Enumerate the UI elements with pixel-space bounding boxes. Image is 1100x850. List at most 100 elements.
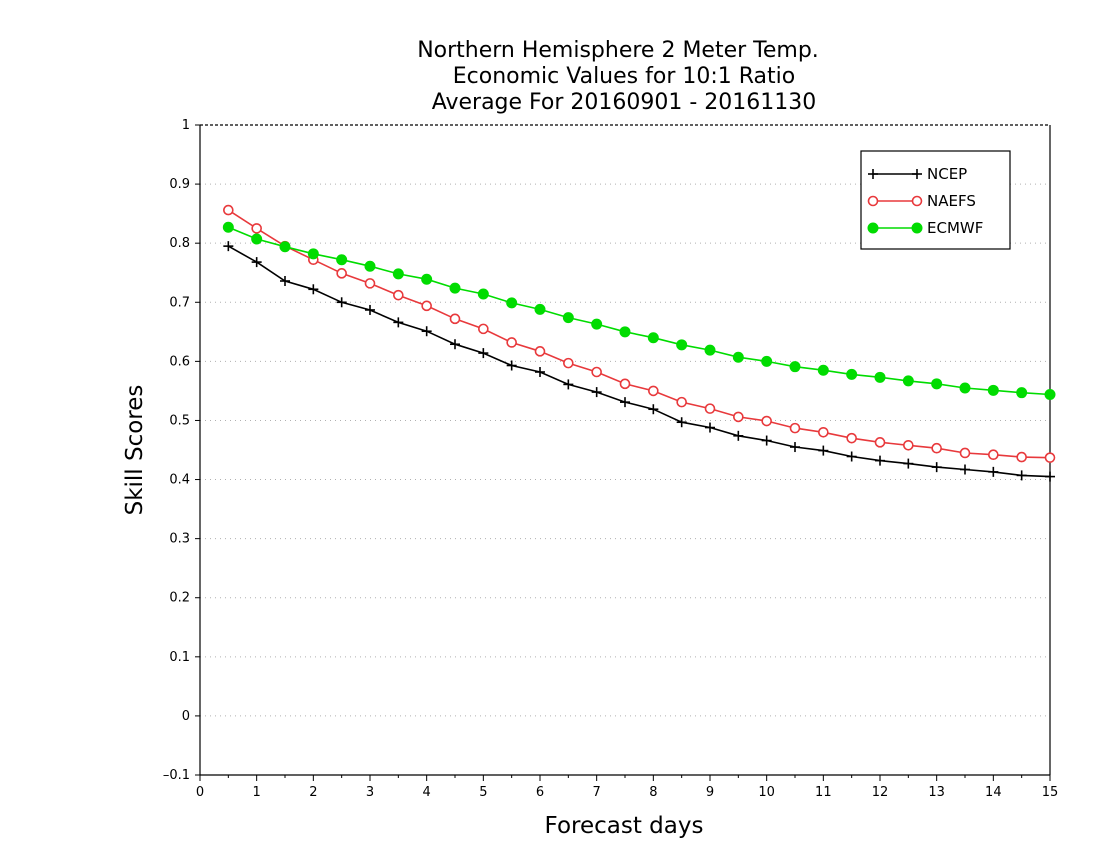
series-ecmwf	[222, 221, 1056, 400]
x-tick-label: 7	[593, 785, 601, 800]
data-point-ncep	[591, 387, 602, 398]
data-point-ncep	[705, 422, 715, 433]
data-point-ecmwf	[251, 233, 263, 245]
data-point-ncep	[506, 360, 517, 371]
data-point-naefs	[364, 278, 376, 289]
x-tick-label: 11	[815, 785, 832, 800]
legend: NCEP NAEFS ECMWF	[860, 150, 1011, 250]
data-point-ncep	[421, 326, 432, 337]
data-point-naefs	[988, 449, 999, 461]
y-axis-label: Skill Scores	[122, 385, 148, 516]
y-tick-label: 0	[182, 709, 190, 724]
data-point-ecmwf	[732, 351, 744, 363]
y-tick-label: 0.2	[169, 591, 190, 606]
series-line-ncep	[227, 245, 1051, 478]
legend-label-ecmwf: ECMWF	[927, 219, 983, 237]
chart-title: Northern Hemisphere 2 Meter Temp. Econom…	[417, 38, 819, 115]
data-point-ecmwf	[222, 221, 234, 233]
data-point-ecmwf	[506, 297, 518, 309]
data-point-naefs	[478, 323, 489, 335]
y-tick-label: 0.3	[169, 532, 190, 547]
data-point-ecmwf	[562, 312, 574, 324]
y-tick-label: 0.7	[169, 295, 190, 310]
data-point-ncep	[563, 379, 574, 390]
legend-box	[860, 150, 1011, 250]
data-point-ncep	[280, 276, 290, 286]
data-point-naefs	[223, 204, 234, 216]
data-point-ecmwf	[449, 282, 461, 294]
legend-marker-ecmwf	[911, 222, 923, 234]
y-tick-label: 0.8	[169, 236, 190, 251]
data-point-ncep	[336, 297, 347, 308]
data-point-naefs	[648, 385, 659, 397]
data-point-ncep	[960, 464, 970, 475]
data-point-naefs	[1044, 452, 1056, 463]
x-tick-label: 4	[423, 785, 431, 800]
legend-label-naefs: NAEFS	[927, 192, 976, 210]
data-point-naefs	[931, 442, 942, 454]
legend-marker-ecmwf	[867, 222, 879, 234]
legend-marker-ncep	[912, 169, 922, 179]
y-tick-label: 1	[182, 118, 190, 133]
data-point-ecmwf	[846, 368, 858, 380]
data-point-naefs	[449, 313, 461, 325]
data-point-naefs	[336, 268, 347, 279]
data-point-ecmwf	[959, 382, 971, 394]
data-point-ecmwf	[931, 378, 943, 390]
data-point-ecmwf	[1016, 387, 1028, 399]
data-point-ncep	[251, 257, 262, 268]
y-tick-label: –0.1	[163, 768, 190, 783]
data-point-ecmwf	[874, 371, 886, 383]
legend-item-naefs: NAEFS	[867, 192, 976, 210]
data-point-naefs	[846, 432, 857, 444]
x-tick-label: 14	[985, 785, 1002, 800]
x-tick-label: 15	[1042, 785, 1059, 800]
legend-marker-naefs	[867, 195, 879, 207]
data-point-naefs	[619, 378, 631, 390]
series-line-ecmwf	[227, 226, 1051, 396]
data-point-ncep	[790, 442, 800, 453]
legend-item-ncep: NCEP	[868, 165, 967, 183]
data-point-ecmwf	[647, 332, 659, 344]
y-tick-label: 0.9	[169, 177, 190, 192]
legend-marker-ncep	[868, 169, 878, 179]
x-tick-label: 6	[536, 785, 544, 800]
y-tick-label: 0.6	[169, 354, 190, 369]
data-point-ecmwf	[987, 384, 999, 396]
data-point-naefs	[789, 422, 801, 434]
data-point-ncep	[875, 455, 885, 466]
x-tick-label: 1	[253, 785, 261, 800]
data-point-ecmwf	[902, 375, 914, 387]
x-tick-label: 2	[309, 785, 317, 800]
data-point-naefs	[761, 415, 772, 427]
data-point-naefs	[676, 396, 687, 408]
data-point-ncep	[931, 462, 942, 473]
x-tick-label: 8	[649, 785, 657, 800]
data-point-ncep	[393, 317, 404, 328]
data-point-ncep	[1045, 471, 1055, 482]
data-point-ecmwf	[336, 254, 348, 266]
data-point-ecmwf	[619, 326, 631, 338]
y-tick-label: 0.4	[169, 473, 190, 488]
title-line-1: Northern Hemisphere 2 Meter Temp.	[417, 38, 819, 63]
data-point-naefs	[733, 411, 744, 423]
data-point-ecmwf	[704, 344, 716, 356]
data-point-ecmwf	[817, 364, 829, 376]
data-point-naefs	[704, 403, 716, 414]
data-point-ncep	[535, 367, 545, 377]
data-point-ncep	[761, 435, 772, 446]
data-point-naefs	[1016, 451, 1027, 463]
data-point-ncep	[620, 397, 630, 408]
data-point-ecmwf	[534, 303, 546, 315]
data-point-ncep	[988, 466, 999, 477]
data-point-ncep	[903, 458, 914, 469]
title-line-3: Average For 20160901 - 20161130	[432, 90, 817, 115]
data-point-ncep	[676, 417, 687, 428]
axes: –0.100.10.20.30.40.50.60.70.80.910 1 2 3 4 5 6…	[163, 118, 1058, 800]
data-point-ncep	[450, 339, 460, 350]
data-point-naefs	[393, 289, 404, 301]
data-point-naefs	[506, 337, 517, 348]
series-naefs	[223, 204, 1056, 463]
data-point-naefs	[591, 366, 602, 378]
